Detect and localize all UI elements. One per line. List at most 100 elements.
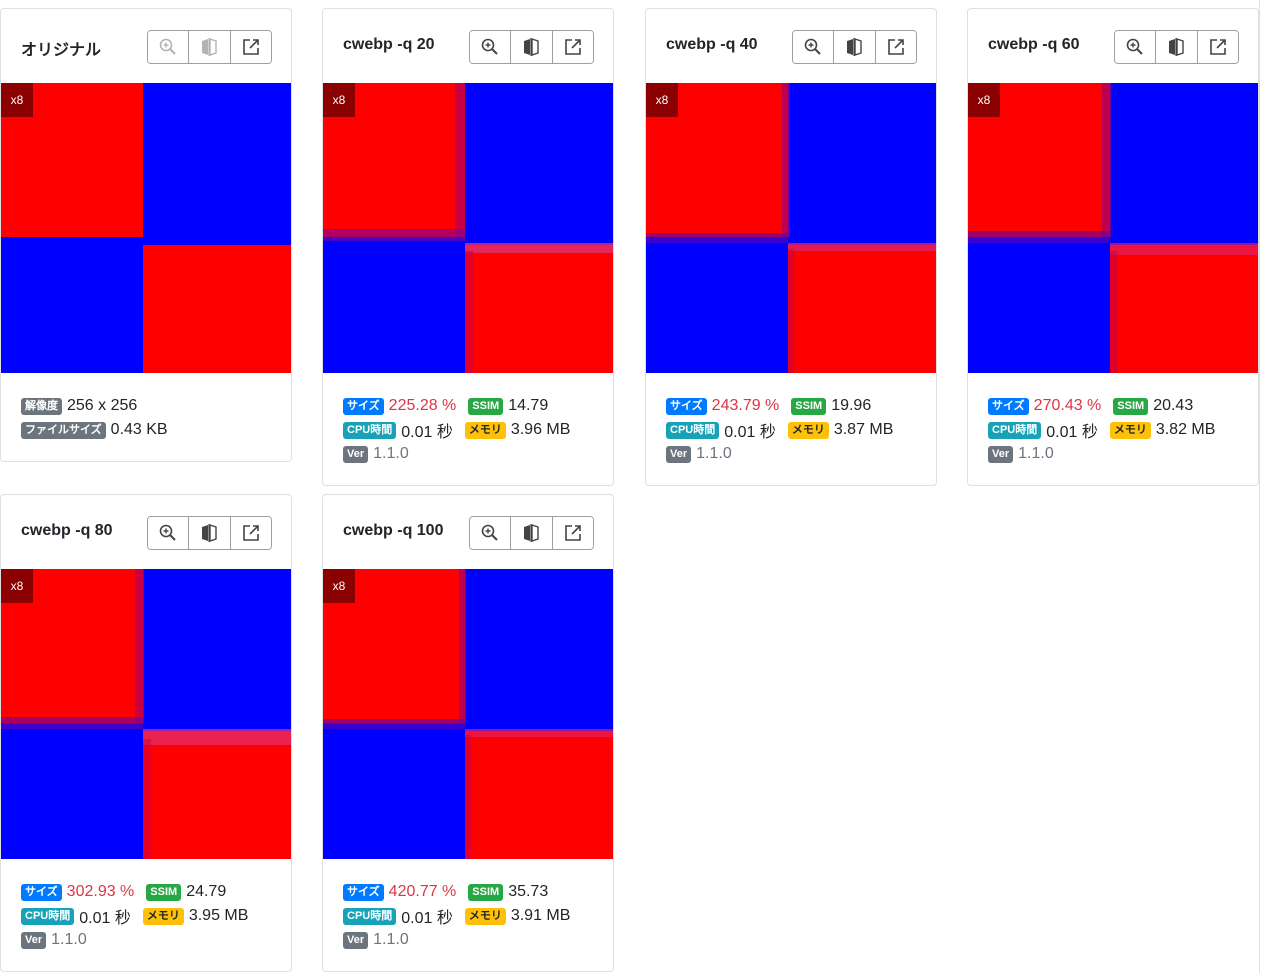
- cpu-badge: CPU時間: [343, 421, 397, 439]
- preview-image: [323, 83, 613, 373]
- card-header: cwebp -q 100: [323, 495, 613, 569]
- zoom-button[interactable]: [470, 517, 512, 549]
- card-title: cwebp -q 40: [666, 36, 758, 53]
- zoom-level-badge: x8: [1, 569, 33, 603]
- stat-row: ファイルサイズ 0.43 KB: [21, 418, 271, 442]
- preview-image: [1, 569, 291, 859]
- cpu-badge: CPU時間: [343, 907, 397, 925]
- image-preview[interactable]: x8: [1, 569, 291, 859]
- stat-row: サイズ 302.93 % SSIM 24.79: [21, 880, 271, 904]
- resolution-badge: 解像度: [21, 397, 62, 415]
- compare-button[interactable]: [189, 31, 231, 63]
- zoom-button[interactable]: [148, 517, 190, 549]
- image-preview[interactable]: x8: [968, 83, 1258, 373]
- cpu-badge: CPU時間: [666, 421, 720, 439]
- size-badge: サイズ: [343, 397, 384, 415]
- compare-split-icon: [521, 523, 541, 543]
- ssim-badge: SSIM: [146, 883, 182, 901]
- memory-value: 3.87 MB: [833, 421, 894, 438]
- ssim-value: 24.79: [186, 883, 227, 900]
- memory-badge: メモリ: [142, 907, 184, 925]
- ssim-badge: SSIM: [468, 397, 504, 415]
- ssim-badge: SSIM: [1113, 397, 1149, 415]
- stat-row: Ver 1.1.0: [343, 442, 593, 466]
- stat-row: Ver 1.1.0: [988, 442, 1238, 466]
- image-preview[interactable]: x8: [323, 569, 613, 859]
- size-value: 270.43 %: [1033, 397, 1102, 414]
- image-card-q20: cwebp -q 20 x8 サイズ 225.28 % SSIM 14.79 C…: [322, 8, 614, 486]
- memory-value: 3.95 MB: [188, 907, 249, 924]
- card-title: cwebp -q 20: [343, 36, 435, 53]
- card-toolbar: [792, 30, 917, 64]
- compare-split-icon: [1166, 37, 1186, 57]
- open-external-button[interactable]: [230, 31, 271, 63]
- stat-row: サイズ 270.43 % SSIM 20.43: [988, 394, 1238, 418]
- compare-split-icon: [199, 37, 219, 57]
- compare-button[interactable]: [834, 31, 876, 63]
- ssim-value: 14.79: [508, 397, 549, 414]
- stat-row: CPU時間 0.01 秒 メモリ 3.87 MB: [666, 418, 916, 442]
- zoom-level-badge: x8: [968, 83, 1000, 117]
- memory-value: 3.96 MB: [510, 421, 571, 438]
- open-external-button[interactable]: [875, 31, 916, 63]
- compare-button[interactable]: [189, 517, 231, 549]
- version-badge: Ver: [988, 445, 1014, 463]
- zoom-level-badge: x8: [323, 569, 355, 603]
- version-value: 1.1.0: [1018, 445, 1054, 462]
- zoom-button[interactable]: [148, 31, 190, 63]
- open-external-button[interactable]: [552, 31, 593, 63]
- size-badge: サイズ: [21, 883, 62, 901]
- zoom-in-icon: [480, 523, 500, 543]
- stat-row: サイズ 243.79 % SSIM 19.96: [666, 394, 916, 418]
- external-link-icon: [241, 37, 261, 57]
- card-toolbar: [147, 516, 272, 550]
- ssim-value: 20.43: [1153, 397, 1194, 414]
- image-card-q80: cwebp -q 80 x8 サイズ 302.93 % SSIM 24.79 C…: [0, 494, 292, 972]
- image-preview[interactable]: x8: [646, 83, 936, 373]
- zoom-in-icon: [803, 37, 823, 57]
- zoom-button[interactable]: [470, 31, 512, 63]
- version-badge: Ver: [21, 931, 47, 949]
- zoom-button[interactable]: [793, 31, 835, 63]
- compare-button[interactable]: [511, 31, 553, 63]
- version-badge: Ver: [666, 445, 692, 463]
- card-header: cwebp -q 80: [1, 495, 291, 569]
- size-badge: サイズ: [988, 397, 1029, 415]
- size-badge: サイズ: [343, 883, 384, 901]
- open-external-button[interactable]: [230, 517, 271, 549]
- size-value: 243.79 %: [711, 397, 780, 414]
- card-title: cwebp -q 100: [343, 522, 444, 539]
- cpu-badge: CPU時間: [988, 421, 1042, 439]
- card-stats: サイズ 225.28 % SSIM 14.79 CPU時間 0.01 秒 メモリ…: [323, 373, 613, 478]
- image-preview[interactable]: x8: [1, 83, 291, 373]
- compare-button[interactable]: [1156, 31, 1198, 63]
- image-card-original: オリジナル x8 解像度 256 x 256 ファイルサイズ 0.43 KB: [0, 8, 292, 462]
- preview-image: [968, 83, 1258, 373]
- stat-row: CPU時間 0.01 秒 メモリ 3.96 MB: [343, 418, 593, 442]
- cpu-badge: CPU時間: [21, 907, 75, 925]
- ssim-value: 35.73: [508, 883, 549, 900]
- compare-button[interactable]: [511, 517, 553, 549]
- card-toolbar: [147, 30, 272, 64]
- open-external-button[interactable]: [1197, 31, 1238, 63]
- size-badge: サイズ: [666, 397, 707, 415]
- filesize-value: 0.43 KB: [110, 421, 168, 438]
- card-stats: 解像度 256 x 256 ファイルサイズ 0.43 KB: [1, 373, 291, 454]
- version-value: 1.1.0: [51, 931, 87, 948]
- card-toolbar: [469, 516, 594, 550]
- zoom-in-icon: [480, 37, 500, 57]
- version-value: 1.1.0: [696, 445, 732, 462]
- card-stats: サイズ 302.93 % SSIM 24.79 CPU時間 0.01 秒 メモリ…: [1, 859, 291, 964]
- card-title: cwebp -q 60: [988, 36, 1080, 53]
- preview-image: [1, 83, 291, 373]
- cpu-value: 0.01 秒: [401, 424, 453, 441]
- cpu-value: 0.01 秒: [401, 910, 453, 927]
- open-external-button[interactable]: [552, 517, 593, 549]
- resolution-value: 256 x 256: [67, 397, 138, 414]
- stat-row: サイズ 225.28 % SSIM 14.79: [343, 394, 593, 418]
- image-preview[interactable]: x8: [323, 83, 613, 373]
- zoom-in-icon: [158, 37, 178, 57]
- zoom-button[interactable]: [1115, 31, 1157, 63]
- external-link-icon: [563, 37, 583, 57]
- version-badge: Ver: [343, 445, 369, 463]
